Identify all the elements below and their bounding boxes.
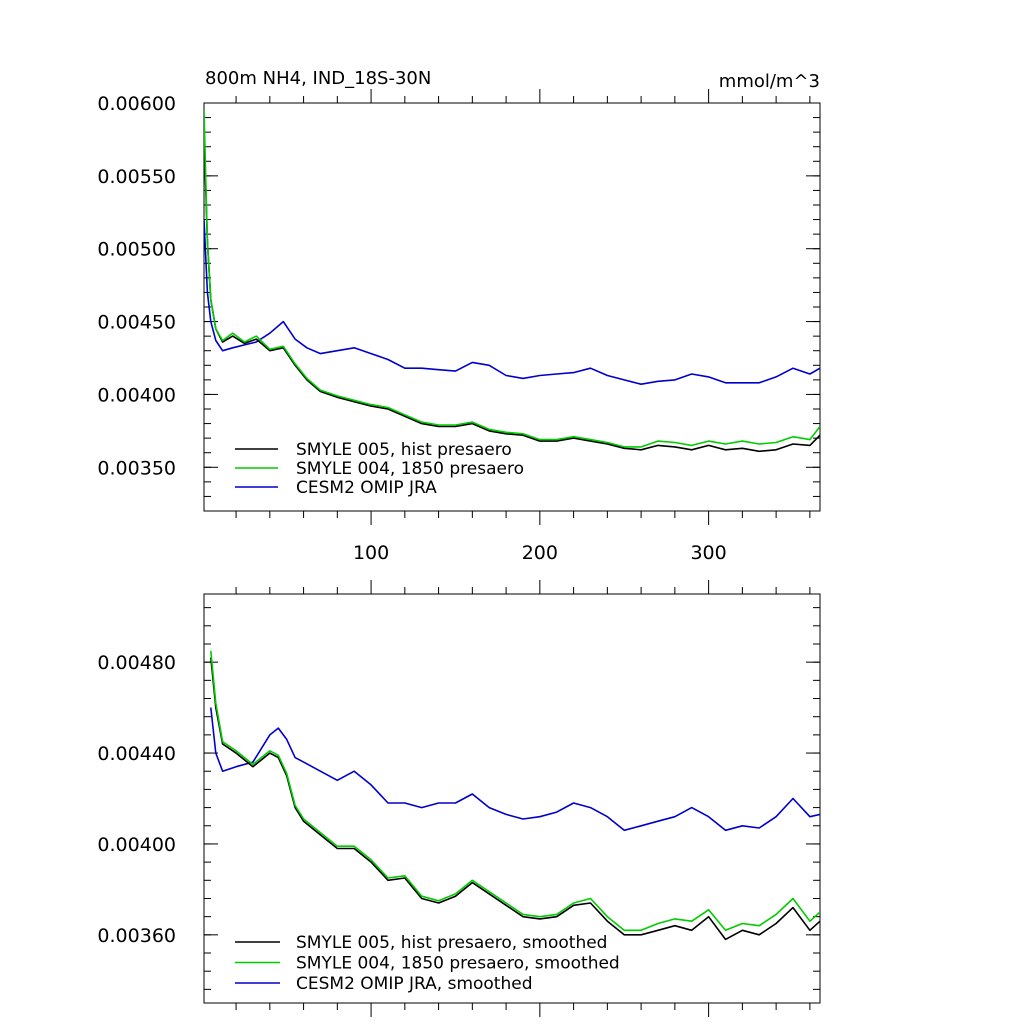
legend-label: SMYLE 004, 1850 presaero, smoothed [296, 954, 620, 974]
plot-frame [203, 593, 821, 1004]
top-plot-marks: 0.00350 0.00400 0.00450 0.00500 0.00550 0.006… [97, 89, 821, 564]
y-tick-label: 0.00400 [97, 384, 176, 406]
chart-title: 800m NH4, IND_18S-30N [205, 68, 431, 89]
top-panel: 800m NH4, IND_18S-30N mmol/m^3 0.003500.… [97, 68, 821, 564]
y-tick-label: 0.00450 [97, 312, 176, 334]
legend-label: CESM2 OMIP JRA, smoothed [296, 974, 533, 994]
units-label: mmol/m^3 [719, 71, 820, 92]
y-tick-label: 0.00600 [97, 93, 176, 115]
series-line-2 [210, 707, 820, 832]
bottom-panel: 0.00360 0.00400 0.00440 0.00480 SMYLE 005, h… [97, 580, 821, 1017]
legend-label: SMYLE 004, 1850 presaero [296, 459, 524, 479]
y-tick-label: 0.00360 [97, 925, 176, 947]
legend-label: SMYLE 005, hist presaero [296, 440, 512, 460]
series-line-1 [204, 110, 820, 448]
legend-label: SMYLE 005, hist presaero, smoothed [296, 933, 607, 953]
y-tick-label: 0.00500 [97, 239, 176, 261]
series-line-0 [204, 132, 820, 453]
y-tick-label: 0.00440 [97, 743, 176, 765]
x-tick-label: 200 [522, 542, 558, 564]
y-tick-label: 0.00350 [97, 457, 176, 479]
series-line-0 [210, 657, 820, 941]
series-layer [204, 110, 820, 453]
y-tick-label: 0.00550 [97, 166, 176, 188]
series-line-2 [204, 219, 820, 386]
x-tick-label: 300 [690, 542, 726, 564]
legend-label: CESM2 OMIP JRA [296, 478, 437, 498]
series-layer [210, 650, 820, 941]
series-line-1 [210, 650, 820, 932]
bottom-plot-marks: 0.00360 0.00400 0.00440 0.00480 SMYLE 005, h… [97, 580, 821, 1017]
y-tick-label: 0.00480 [97, 652, 176, 674]
x-tick-label: 100 [353, 542, 389, 564]
y-tick-label: 0.00400 [97, 834, 176, 856]
